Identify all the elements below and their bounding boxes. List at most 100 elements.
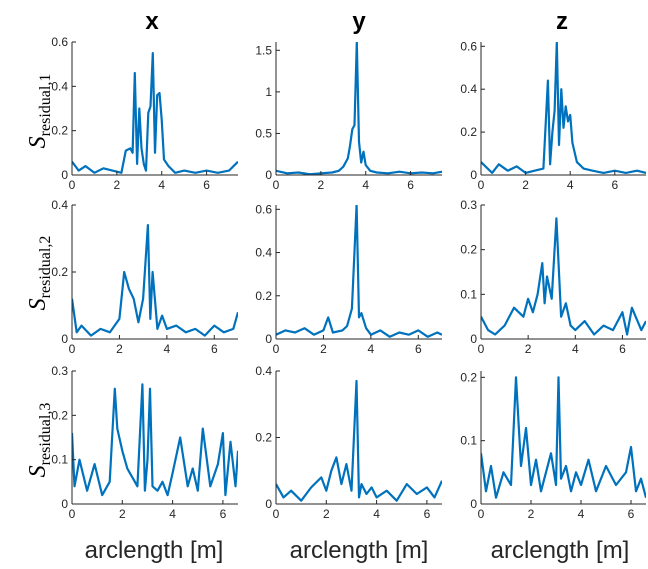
y-tick-label: 0 [470, 168, 477, 182]
x-tick-label: 0 [478, 178, 485, 192]
ylabel-symbol: S [25, 465, 51, 477]
x-tick-label: 4 [572, 342, 579, 356]
x-tick-label: 0 [478, 342, 485, 356]
data-line-series-0 [276, 379, 442, 502]
panel-row3-z: 0 2 4 6 0 0.1 0.2 [460, 370, 646, 521]
y-tick-label: 1 [265, 85, 272, 99]
ylabel-subscript: residual,1 [37, 74, 54, 137]
x-tick-label: 4 [368, 342, 375, 356]
x-tick-label: 2 [323, 507, 330, 521]
x-tick-label: 0 [273, 178, 280, 192]
x-tick-label: 6 [407, 178, 414, 192]
x-tick-label: 4 [158, 178, 165, 192]
data-line-series-0 [72, 224, 238, 337]
x-tick-label: 2 [525, 342, 532, 356]
y-tick-label: 0 [470, 332, 477, 346]
row-2-ylabel: Sresidual,2 [25, 236, 54, 311]
y-tick-label: 0.6 [460, 39, 477, 53]
row-1-ylabel: Sresidual,1 [25, 74, 54, 149]
svg-text:Sresidual,1: Sresidual,1 [25, 74, 54, 149]
y-tick-label: 0.2 [255, 289, 272, 303]
y-tick-label: 0.3 [460, 198, 477, 212]
x-tick-label: 0 [69, 178, 76, 192]
x-tick-label: 6 [211, 342, 218, 356]
ylabel-subscript: residual,3 [37, 403, 54, 466]
x-tick-label: 0 [478, 507, 485, 521]
x-tick-label: 6 [611, 178, 618, 192]
x-tick-label: 4 [567, 178, 574, 192]
y-tick-label: 0.1 [460, 287, 477, 301]
x-tick-label: 6 [619, 342, 626, 356]
svg-text:Sresidual,3: Sresidual,3 [25, 403, 54, 478]
x-tick-label: 2 [114, 178, 121, 192]
y-tick-label: 0 [61, 497, 68, 511]
ylabel-symbol: S [25, 298, 51, 310]
x-tick-label: 4 [362, 178, 369, 192]
panel-row2-x: 0 2 4 6 0 0.2 0.4 [51, 198, 238, 356]
y-tick-label: 0 [265, 168, 272, 182]
x-tick-label: 2 [119, 507, 126, 521]
x-tick-label: 2 [318, 178, 325, 192]
data-line-series-0 [481, 376, 646, 499]
x-tick-label: 2 [116, 342, 123, 356]
ylabel-symbol: S [25, 136, 51, 148]
x-tick-label: 0 [273, 507, 280, 521]
x-tick-label: 2 [522, 178, 529, 192]
panel-row3-y: 0 2 4 6 0 0.2 0.4 [255, 364, 442, 521]
y-tick-label: 0 [265, 332, 272, 346]
y-tick-label: 0.2 [51, 265, 68, 279]
x-tick-label: 6 [220, 507, 227, 521]
y-tick-label: 0.6 [255, 202, 272, 216]
panel-row1-x: 0 2 4 6 0 0.2 0.4 0.6 [51, 35, 238, 192]
x-tick-label: 0 [273, 342, 280, 356]
data-line-series-0 [481, 42, 646, 174]
data-line-series-0 [276, 205, 442, 338]
y-tick-label: 0.4 [255, 246, 272, 260]
y-tick-label: 0 [265, 497, 272, 511]
y-tick-label: 0.2 [460, 243, 477, 257]
plot-area [481, 371, 646, 504]
x-tick-label: 4 [169, 507, 176, 521]
y-tick-label: 0.3 [51, 364, 68, 378]
x-tick-label: 6 [415, 342, 422, 356]
y-tick-label: 0.2 [460, 370, 477, 384]
column-title-x: x [145, 8, 159, 35]
column-title-y: y [352, 8, 366, 35]
y-tick-label: 0.4 [51, 198, 68, 212]
x-tick-label: 6 [203, 178, 210, 192]
y-tick-label: 0.4 [460, 82, 477, 96]
y-tick-label: 0 [61, 168, 68, 182]
y-tick-label: 0.1 [460, 434, 477, 448]
panel-row1-z: 0 2 4 6 0 0.2 0.4 0.6 [460, 39, 646, 192]
panel-row3-x: 0 2 4 6 0 0.1 0.2 0.3 [51, 364, 238, 521]
data-line-series-0 [72, 51, 238, 174]
data-line-series-0 [72, 383, 238, 497]
y-tick-label: 0.5 [255, 126, 272, 140]
y-tick-label: 0.2 [51, 124, 68, 138]
plot-area [72, 371, 238, 504]
y-tick-label: 0 [61, 332, 68, 346]
y-tick-label: 0 [470, 497, 477, 511]
y-tick-label: 1.5 [255, 43, 272, 57]
y-tick-label: 0.1 [51, 453, 68, 467]
y-tick-label: 0.2 [255, 431, 272, 445]
plot-area [481, 205, 646, 339]
panels-group: 0 2 4 600.20.40.60 2 4 600.511.50 2 4 600.20.40.6… [51, 35, 646, 521]
column-title-z: z [556, 8, 568, 35]
panel-row1-y: 0 2 4 6 0 0.5 1 1.5 [255, 42, 442, 192]
xlabel-col-x: arclength [m] [85, 537, 224, 564]
data-line-series-0 [481, 217, 646, 336]
x-tick-label: 0 [69, 342, 76, 356]
x-tick-label: 4 [578, 507, 585, 521]
panel-row2-z: 0 2 4 6 0 0.1 0.2 0.3 [460, 198, 646, 356]
x-tick-label: 4 [373, 507, 380, 521]
svg-text:Sresidual,2: Sresidual,2 [25, 236, 54, 311]
xlabel-col-z: arclength [m] [491, 537, 630, 564]
y-tick-label: 0.2 [460, 125, 477, 139]
x-tick-label: 6 [424, 507, 431, 521]
xlabel-col-y: arclength [m] [290, 537, 429, 564]
y-tick-label: 0.4 [51, 79, 68, 93]
row-3-ylabel: Sresidual,3 [25, 403, 54, 478]
x-tick-label: 2 [528, 507, 535, 521]
